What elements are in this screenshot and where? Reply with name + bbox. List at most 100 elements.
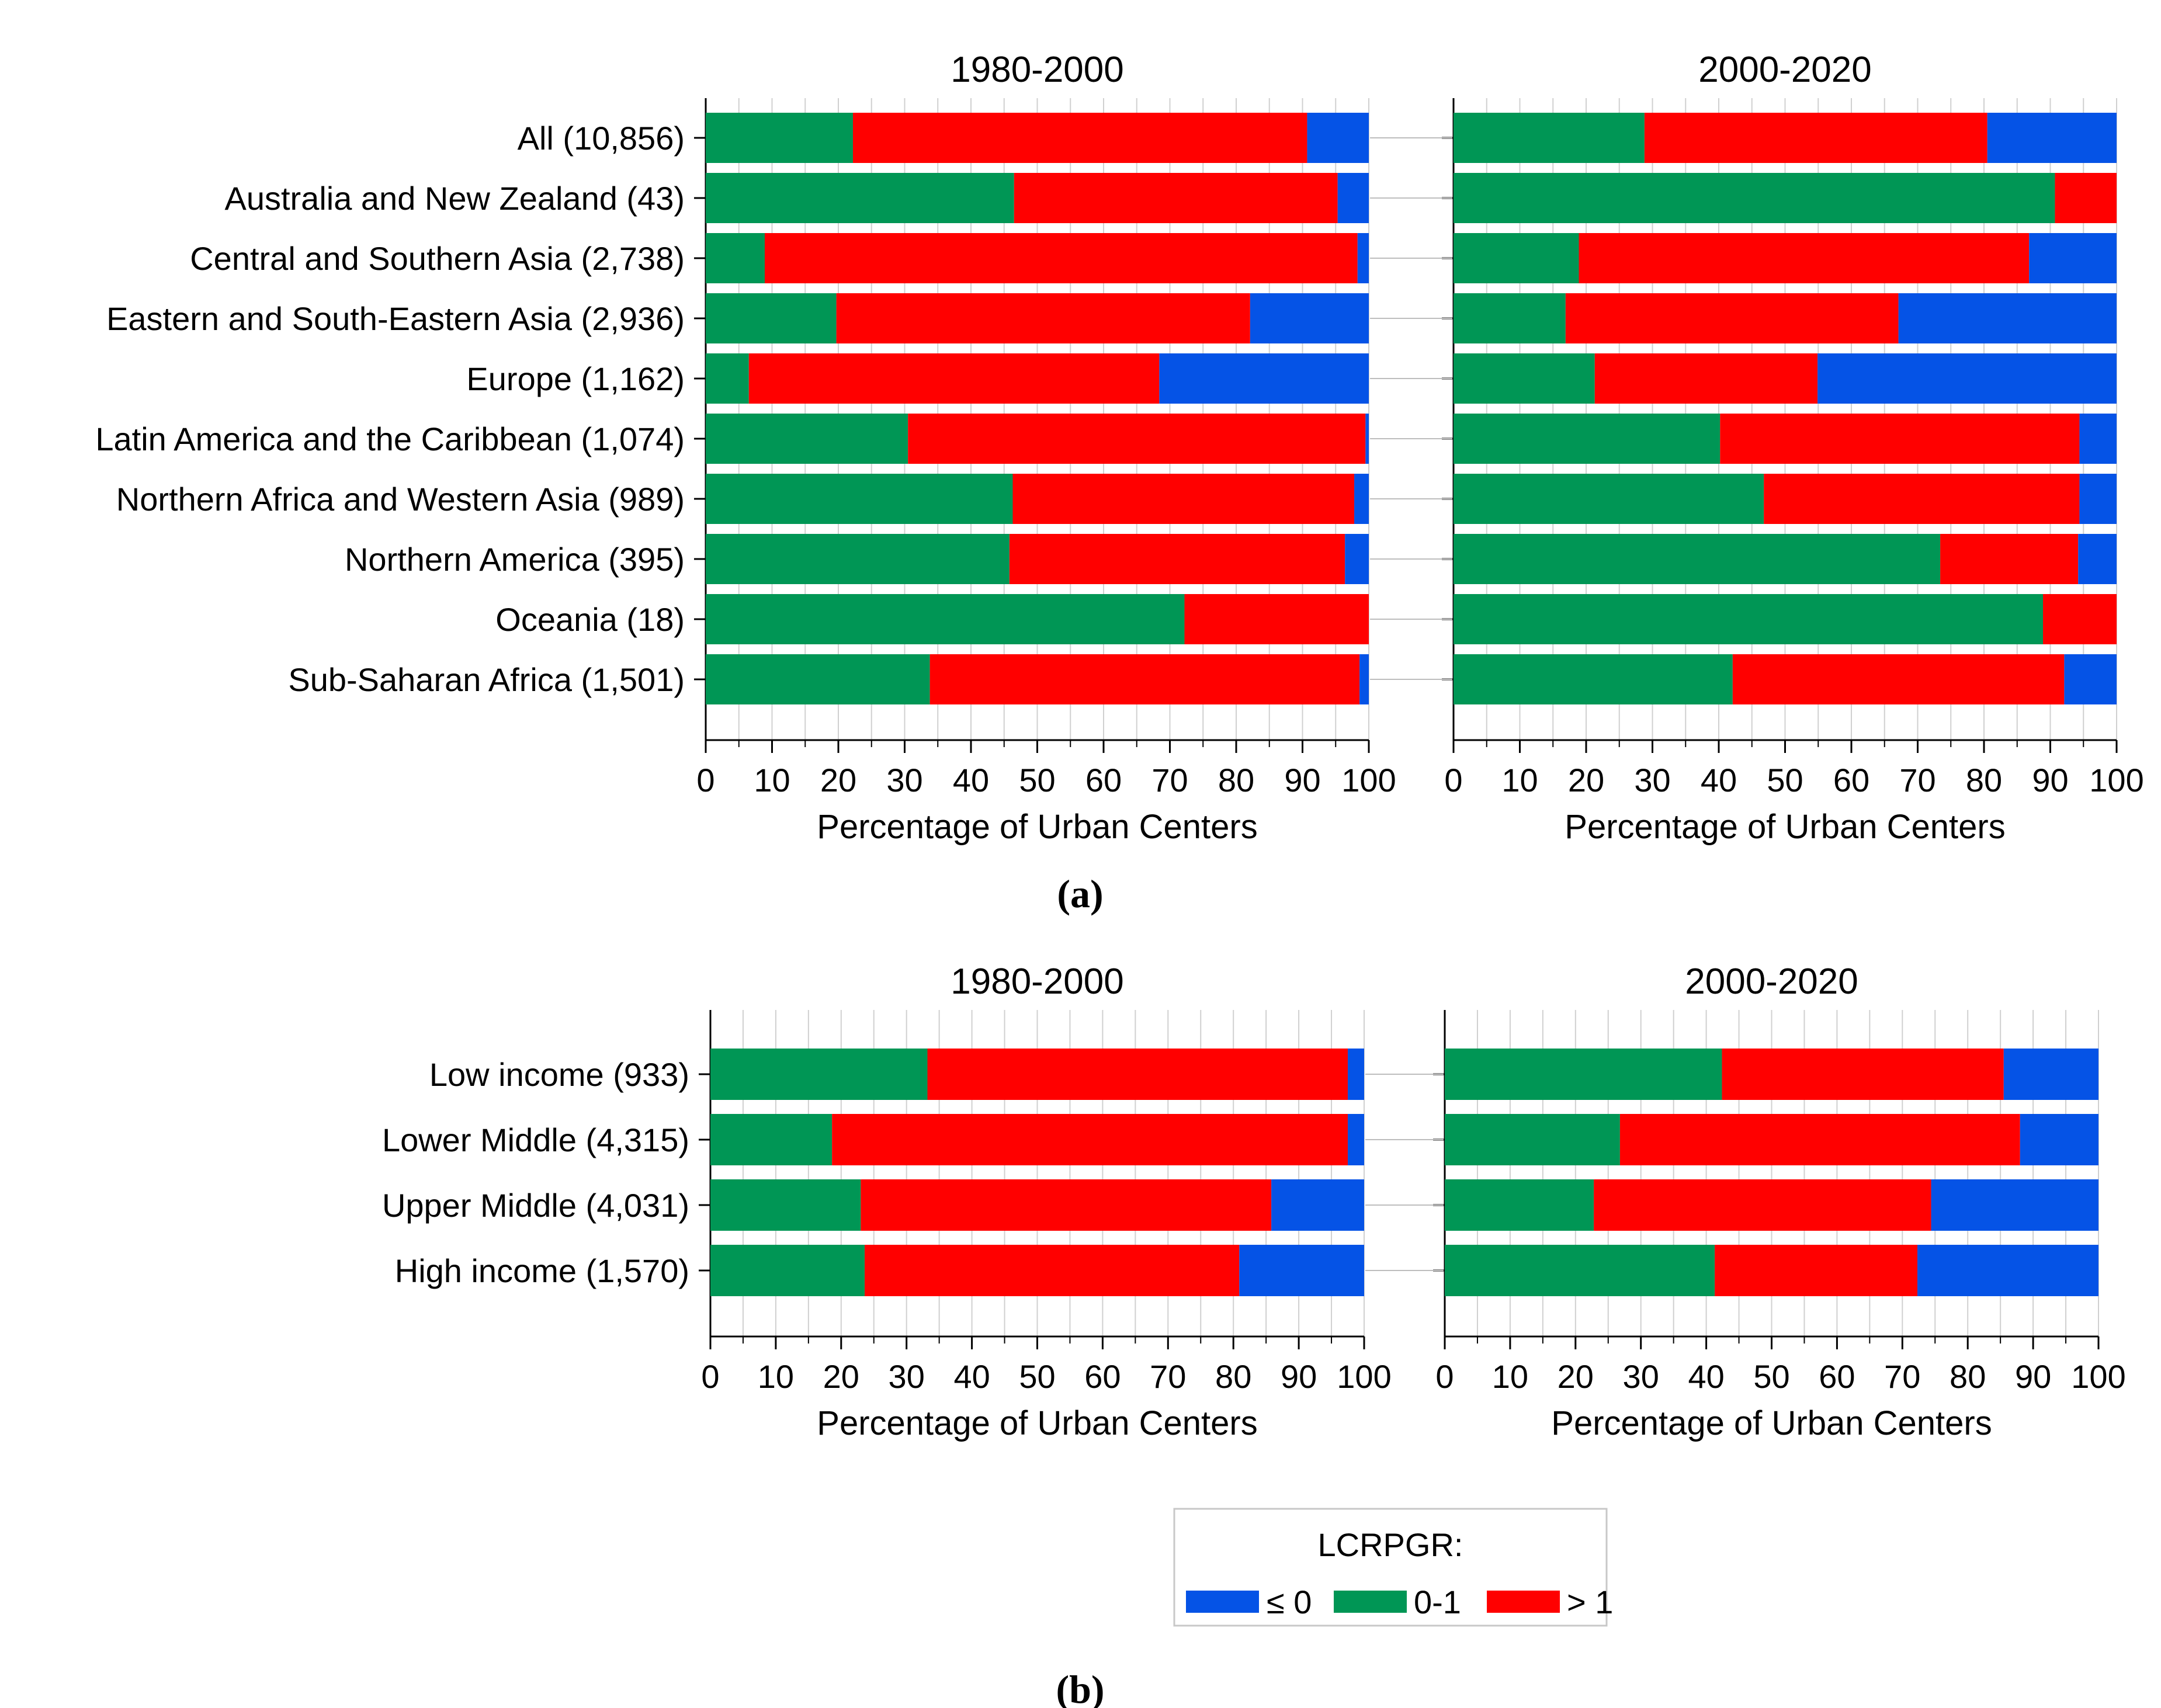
bar-segment-le0 — [1159, 353, 1369, 404]
chart-title: 1980-2000 — [951, 961, 1124, 1002]
bar-segment-le0 — [2064, 654, 2117, 704]
bar-segment-le0 — [1348, 1049, 1364, 1100]
x-tick-label: 40 — [953, 762, 989, 799]
x-tick-label: 0 — [696, 762, 714, 799]
bar-segment-b01 — [710, 1245, 865, 1296]
bar-segment-gt1 — [836, 293, 1250, 343]
bar-segment-b01 — [706, 173, 1014, 223]
x-tick-label: 20 — [823, 1358, 859, 1395]
legend: LCRPGR: ≤ 0 0-1 > 1 — [1173, 1508, 1613, 1627]
category-label: High income (1,570) — [395, 1252, 689, 1289]
bar-segment-gt1 — [1012, 474, 1355, 524]
x-tick-label: 70 — [1150, 1358, 1186, 1395]
x-axis-label: Percentage of Urban Centers — [1551, 1404, 1992, 1442]
x-tick-label: 90 — [1284, 762, 1320, 799]
bar-segment-le0 — [1345, 534, 1369, 584]
category-label: Eastern and South-Eastern Asia (2,936) — [106, 300, 685, 337]
bar-segment-b01 — [1454, 594, 2044, 644]
legend-label-le0: ≤ 0 — [1267, 1584, 1312, 1620]
legend-title: LCRPGR: — [1318, 1526, 1463, 1563]
bar-segment-gt1 — [861, 1179, 1272, 1231]
x-tick-label: 90 — [1281, 1358, 1317, 1395]
x-tick-label: 60 — [1085, 762, 1122, 799]
bar-segment-b01 — [706, 474, 1013, 524]
x-tick-label: 70 — [1899, 762, 1935, 799]
x-tick-label: 10 — [758, 1358, 794, 1395]
chart-b-2000-2020: 0 10 20 30 40 50 60 70 80 90 100 2000-2020 Percentag… — [1433, 961, 2126, 1442]
x-tick-label: 0 — [1444, 762, 1462, 799]
chart-a-2000-2020: 0 10 20 30 40 50 60 70 80 90 100 2000-2020 Percentag… — [1442, 50, 2144, 846]
x-tick-label: 20 — [1568, 762, 1604, 799]
x-tick-label: 30 — [889, 1358, 925, 1395]
x-tick-label: 60 — [1084, 1358, 1121, 1395]
bar-segment-le0 — [1359, 654, 1369, 704]
bar-segment-le0 — [1354, 474, 1369, 524]
bar-segment-b01 — [1445, 1179, 1594, 1231]
x-tick-label: 40 — [1688, 1358, 1724, 1395]
bar-segment-b01 — [1454, 173, 2055, 223]
bar-segment-gt1 — [1722, 1049, 2004, 1100]
bar-segment-le0 — [2079, 414, 2117, 464]
bar-segment-le0 — [2078, 534, 2117, 584]
bar-segment-b01 — [1454, 534, 1941, 584]
x-axis-label: Percentage of Urban Centers — [817, 808, 1257, 846]
bar-segment-b01 — [1454, 414, 1721, 464]
bar-segment-le0 — [1337, 173, 1369, 223]
bar-segment-le0 — [1239, 1245, 1364, 1296]
x-tick-label: 30 — [1634, 762, 1670, 799]
legend-swatch-b01 — [1334, 1591, 1407, 1613]
x-tick-label: 60 — [1819, 1358, 1855, 1395]
bar-segment-gt1 — [1720, 414, 2080, 464]
category-label: Europe (1,162) — [466, 360, 685, 397]
bar-segment-le0 — [2003, 1049, 2098, 1100]
bar-segment-b01 — [710, 1114, 833, 1165]
bar-segment-b01 — [710, 1179, 861, 1231]
bar-segment-b01 — [1454, 474, 1764, 524]
category-label: Northern America (395) — [345, 541, 685, 578]
x-tick-label: 90 — [2032, 762, 2068, 799]
bar-segment-le0 — [1357, 233, 1369, 283]
bar-segment-gt1 — [765, 233, 1358, 283]
bar-segment-b01 — [1445, 1245, 1715, 1296]
bar-segment-gt1 — [908, 414, 1366, 464]
bar-segment-b01 — [1454, 113, 1645, 163]
legend-swatch-le0 — [1186, 1591, 1259, 1613]
legend-label-b01: 0-1 — [1414, 1584, 1461, 1620]
x-tick-label: 50 — [1753, 1358, 1789, 1395]
x-tick-label: 20 — [1558, 1358, 1594, 1395]
panel-label-b: (b) — [1056, 1667, 1104, 1708]
x-tick-label: 0 — [701, 1358, 719, 1395]
x-tick-label: 30 — [886, 762, 922, 799]
bar-segment-le0 — [1817, 353, 2117, 404]
bar-segment-le0 — [1250, 293, 1369, 343]
bar-segment-b01 — [706, 353, 749, 404]
x-axis-label: Percentage of Urban Centers — [817, 1404, 1257, 1442]
legend-swatch-gt1 — [1487, 1591, 1560, 1613]
x-tick-label: 80 — [1950, 1358, 1986, 1395]
x-axis-label: Percentage of Urban Centers — [1565, 808, 2005, 846]
bar-segment-gt1 — [1594, 1179, 1931, 1231]
x-tick-label: 70 — [1884, 1358, 1920, 1395]
bar-segment-gt1 — [2043, 594, 2117, 644]
bar-segment-gt1 — [1565, 293, 1899, 343]
x-tick-label: 40 — [1701, 762, 1737, 799]
category-label: Upper Middle (4,031) — [382, 1187, 689, 1224]
chart-title: 2000-2020 — [1685, 961, 1858, 1002]
bar-segment-gt1 — [1940, 534, 2079, 584]
x-tick-label: 100 — [2089, 762, 2143, 799]
x-tick-label: 100 — [1341, 762, 1396, 799]
bar-segment-gt1 — [1009, 534, 1345, 584]
bar-segment-le0 — [1917, 1245, 2098, 1296]
bar-segment-gt1 — [852, 113, 1307, 163]
x-tick-label: 70 — [1151, 762, 1188, 799]
x-tick-label: 10 — [1492, 1358, 1528, 1395]
bar-segment-b01 — [706, 654, 930, 704]
bar-segment-b01 — [1445, 1114, 1620, 1165]
x-tick-label: 10 — [754, 762, 790, 799]
category-label: Northern Africa and Western Asia (989) — [116, 481, 685, 518]
bar-segment-le0 — [2029, 233, 2117, 283]
bar-segment-b01 — [1445, 1049, 1722, 1100]
bar-segment-gt1 — [1184, 594, 1369, 644]
bar-segment-gt1 — [1014, 173, 1338, 223]
category-label: Lower Middle (4,315) — [382, 1122, 689, 1158]
